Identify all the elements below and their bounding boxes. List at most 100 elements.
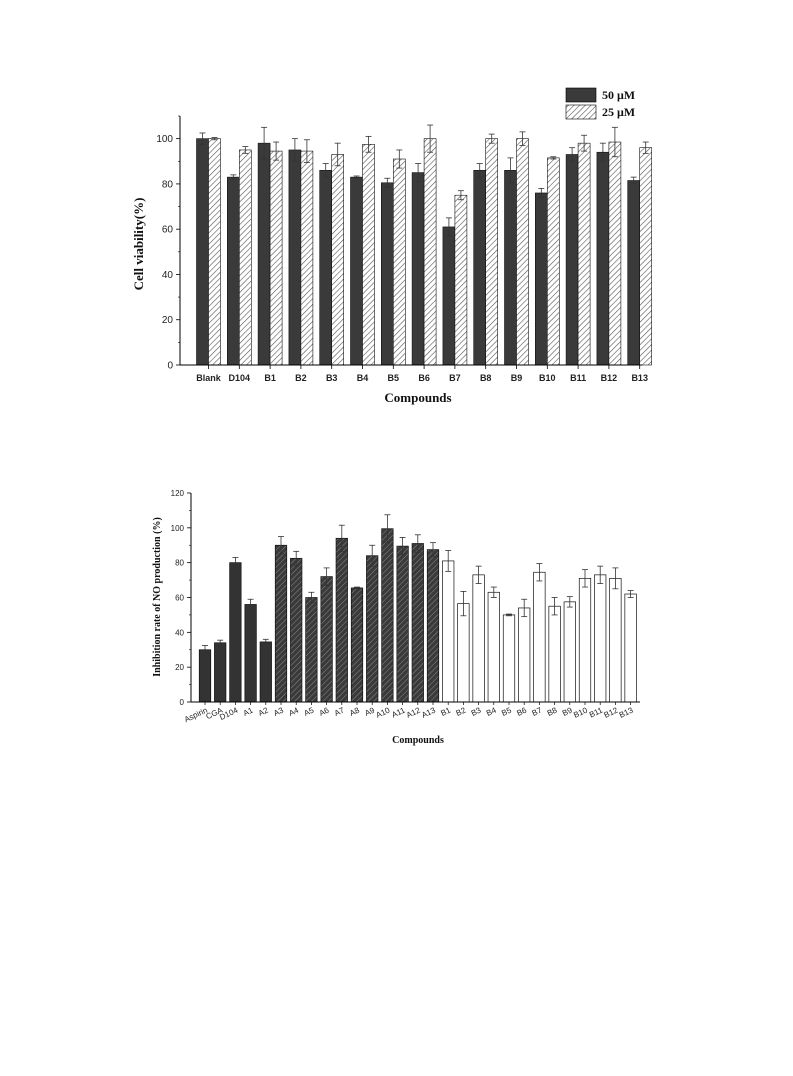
bar-A10 [381,528,394,703]
errorbar-B7-25uM [457,190,464,201]
y-tick-label: 60 [162,225,174,236]
chart1-errorbars [199,124,649,237]
x-tick-label-A7: A7 [333,705,346,718]
bar-B13 [624,593,637,703]
bar-B6 [518,607,531,703]
errorbar-A11 [399,537,406,556]
errorbar-Blank-50uM [199,132,206,145]
errorbar-B3 [475,565,482,584]
chart2-y-ticks: 0 20 40 60 80 100 120 [171,489,191,707]
errorbar-Blank-25uM [211,137,218,141]
errorbar-A2 [262,638,269,645]
chart-cell-viability: 0 20 40 60 80 100 Blank D104 B1 B2 B3 B4 B5 B6 B7 B8 B9… [131,87,653,405]
errorbar-B10 [582,569,588,588]
x-tick-label-B8: B8 [480,373,492,383]
y-tick-label: 80 [162,179,174,190]
y-tick-label: 20 [162,315,174,326]
bar-B8-50uM [473,170,487,366]
errorbar-A7 [338,524,345,552]
bar-B2 [457,603,470,703]
x-tick-label-A2: A2 [257,705,270,718]
errorbar-B5-25uM [396,149,403,169]
bar-Blank-25uM [208,138,221,366]
bar-B1 [442,560,455,703]
chart2-y-axis-label: Inhibition rate of NO production (%) [152,517,163,677]
legend-swatch-50uM [565,87,597,103]
y-tick-label: 60 [175,594,184,603]
x-tick-label-B6: B6 [515,705,528,718]
bar-B5-25uM [392,158,406,366]
x-tick-label-A13: A13 [420,705,437,719]
errorbar-CGA [217,639,224,646]
x-tick-label-B7: B7 [449,373,461,383]
x-tick-label-B10: B10 [539,373,556,383]
bar-B3-25uM [331,154,345,366]
x-tick-label-B13: B13 [631,373,648,383]
bar-B12 [609,577,622,703]
x-tick-label-B2: B2 [295,373,307,383]
x-tick-label-A1: A1 [242,705,255,718]
errorbar-B1-25uM [273,141,280,161]
x-tick-label-A4: A4 [287,705,300,718]
bar-B2-25uM [300,150,314,366]
errorbar-B3-50uM [322,163,329,178]
errorbar-B9 [566,596,573,608]
x-tick-label-A9: A9 [363,705,376,718]
errorbar-B5-50uM [384,177,391,188]
errorbar-A6 [323,567,330,586]
errorbar-B4-25uM [365,135,372,153]
x-tick-label-B11: B11 [570,373,586,383]
errorbar-B2 [460,591,467,617]
errorbar-B6-50uM [415,163,422,183]
x-tick-label-D104: D104 [229,373,251,383]
x-tick-label-B6: B6 [418,373,430,383]
bar-B13-50uM [627,180,641,366]
x-tick-label-A10: A10 [375,705,392,719]
x-tick-label-B12: B12 [601,373,618,383]
bar-B4 [487,591,500,703]
x-tick-label-A5: A5 [303,705,316,718]
bar-B1-25uM [269,150,283,366]
bar-B7-50uM [442,226,456,366]
bar-B11 [594,574,607,703]
x-tick-label-B3: B3 [326,373,338,383]
y-tick-label: 40 [162,270,174,281]
errorbar-B12 [612,567,619,590]
x-tick-label-B5: B5 [500,705,513,718]
bar-A6 [320,576,333,703]
bar-B5 [502,614,516,703]
bar-B9 [563,601,576,703]
bar-B10 [578,577,592,703]
errorbar-B7-50uM [445,217,452,237]
bar-B2-50uM [288,149,302,366]
errorbar-B1 [445,550,452,572]
chart1-x-axis-label: Compounds [384,390,451,405]
errorbar-A8 [354,586,360,590]
bar-D104 [229,562,242,703]
errorbar-B10-50uM [538,188,545,198]
bar-A1 [244,604,257,703]
errorbar-A4 [293,550,300,566]
errorbar-B13 [627,590,634,598]
errorbar-B8-50uM [476,163,483,178]
chart1-y-ticks: 0 20 40 60 80 100 [156,115,180,372]
bar-B5-50uM [380,182,394,366]
bar-A9 [366,555,379,703]
y-tick-label: 120 [171,489,185,498]
bar-B10-50uM [534,192,548,366]
x-tick-label-B7: B7 [531,705,544,718]
bar-B8-25uM [485,138,499,366]
bar-B8 [548,605,561,703]
errorbar-B9-25uM [519,131,526,146]
errorbar-B3-25uM [334,142,341,167]
errorbar-Aspirin [202,644,208,655]
y-tick-label: 0 [180,698,185,707]
x-tick-label-Blank: Blank [196,373,222,383]
errorbar-D104 [232,557,239,569]
bar-B6-50uM [411,172,425,366]
bar-B3-50uM [319,170,333,366]
errorbar-B11-25uM [581,134,588,152]
